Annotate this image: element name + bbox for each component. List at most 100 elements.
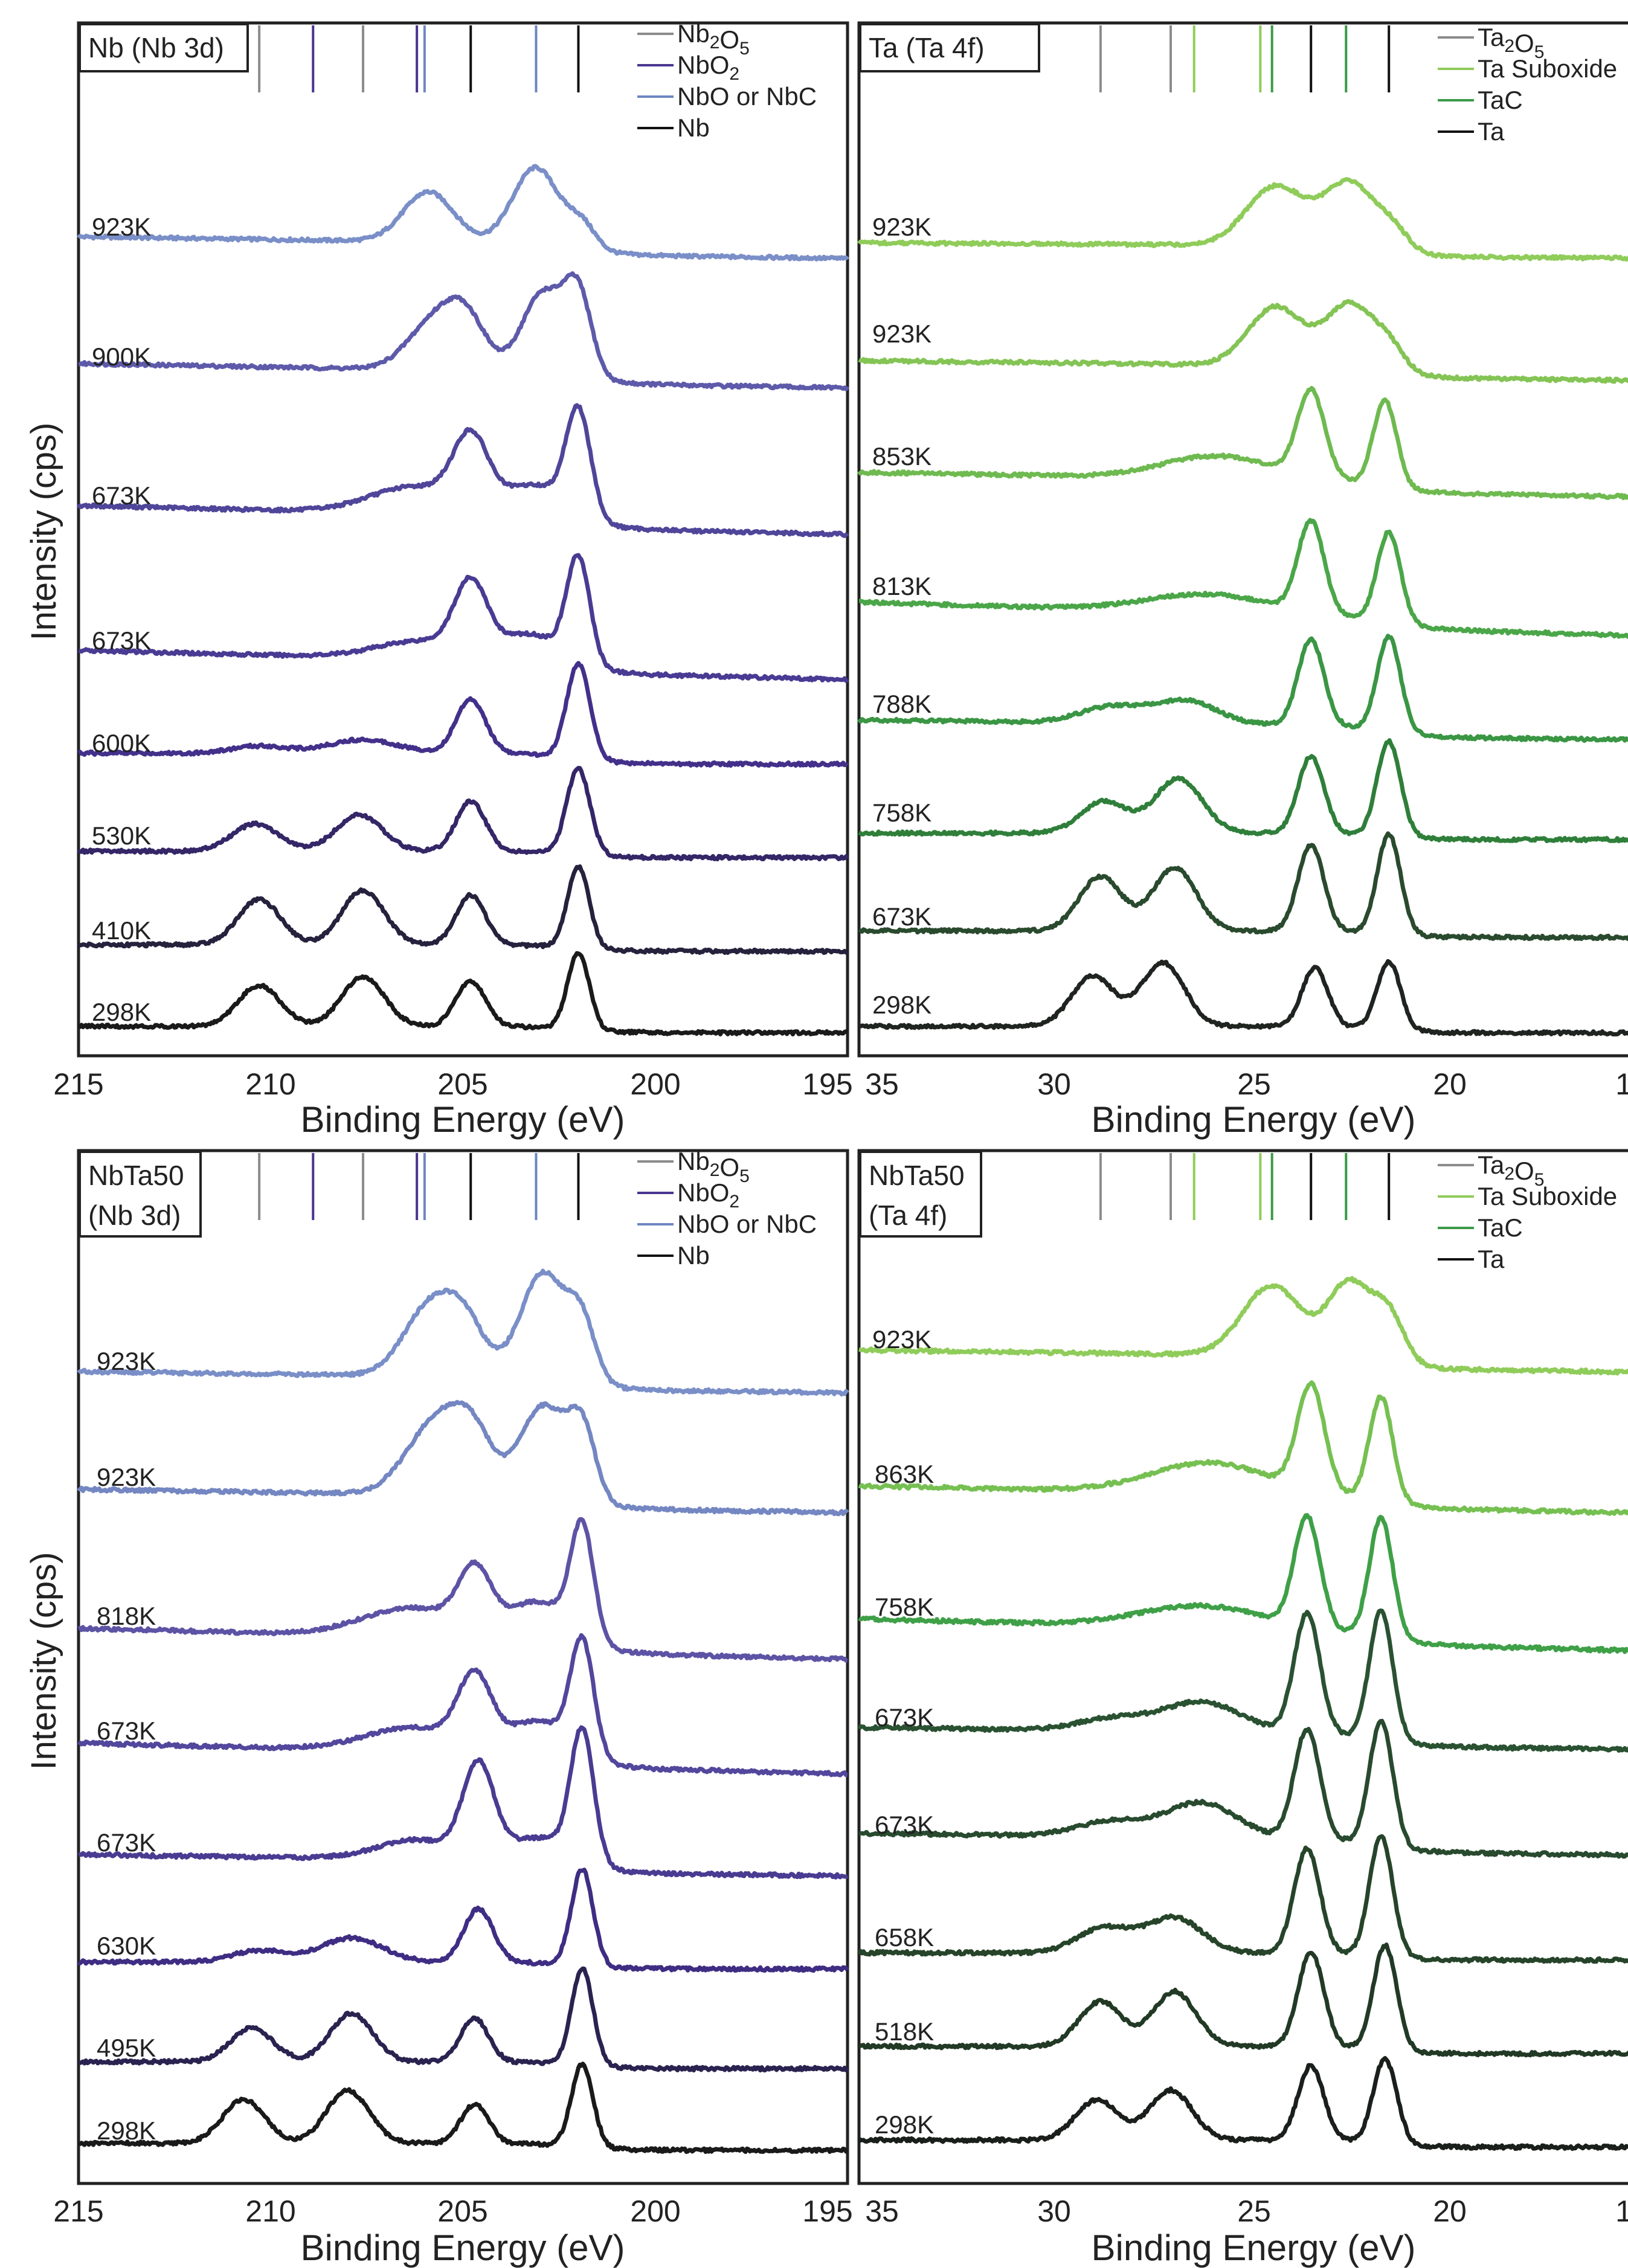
spectrum-line [857, 2056, 1628, 2151]
x-tick-label: 35 [865, 1067, 899, 1101]
temp-label: 298K [872, 991, 931, 1019]
temp-label: 518K [875, 2017, 934, 2046]
temp-label: 673K [97, 1828, 156, 1857]
temp-label: 853K [872, 442, 931, 471]
x-tick-label: 210 [245, 2194, 295, 2228]
x-axis: 35 30 25 20 1 Binding Energy (eV) [865, 2194, 1628, 2268]
spectrum-line [857, 1834, 1628, 1964]
temperature-labels: 923K 900K 673K 673K 600K 530K 410K 298K [92, 213, 151, 1026]
legend-entry: Nb [677, 114, 710, 142]
spectra [76, 164, 850, 1036]
temp-label: 673K [875, 1811, 934, 1839]
temp-label: 758K [875, 1593, 934, 1621]
spectra [857, 177, 1628, 1036]
x-tick-label: 30 [1037, 2194, 1071, 2228]
reference-lines [1099, 1153, 1391, 1220]
spectrum-line [858, 299, 1628, 384]
x-tick-label: 1 [1615, 2194, 1628, 2228]
spectrum-line [77, 864, 849, 955]
x-tick-label: 25 [1237, 2194, 1271, 2228]
panel-label: NbTa50 [88, 1160, 184, 1191]
legend-entry: NbO2 [677, 51, 739, 84]
x-tick-label: 205 [437, 1067, 487, 1101]
spectrum-line [857, 386, 1628, 501]
spectrum-line [858, 738, 1628, 844]
legend-entry: TaC [1478, 86, 1523, 114]
panel-ta-bottom: 923K 863K 758K 673K 673K 658K 518K 298K … [857, 1149, 1628, 2268]
temp-label: 923K [872, 1325, 931, 1354]
spectrum-line [858, 1276, 1628, 1376]
x-axis: 215 210 205 200 195 Binding Energy (eV) [53, 2194, 852, 2268]
spectrum-line [77, 1399, 849, 1517]
temp-label: 758K [872, 798, 931, 827]
x-tick-label: 35 [865, 2194, 899, 2228]
spectrum-line [77, 1725, 849, 1880]
x-axis-title: Binding Energy (eV) [301, 1099, 625, 1140]
legend-entry: NbO or NbC [677, 82, 817, 111]
x-tick-label: 25 [1237, 1067, 1271, 1101]
spectrum-line [77, 2061, 849, 2154]
plot-frame [857, 21, 1628, 1058]
plot-frame [77, 21, 849, 1058]
spectrum-line [858, 1513, 1628, 1654]
temp-label: 630K [97, 1932, 156, 1960]
x-tick-label: 1 [1615, 1067, 1628, 1101]
temp-label: 813K [872, 572, 931, 600]
spectrum-line [858, 1942, 1628, 2058]
legend-entry: Ta [1478, 1245, 1505, 1273]
legend-entry: Ta [1478, 117, 1505, 146]
spectra [857, 1276, 1628, 2151]
temperature-labels: 923K 923K 818K 673K 673K 630K 495K 298K [97, 1347, 156, 2145]
temp-label: 658K [875, 1923, 934, 1952]
x-tick-label: 205 [437, 2194, 487, 2228]
x-axis-title: Binding Energy (eV) [301, 2228, 625, 2268]
legend-entry: Nb [677, 1241, 710, 1270]
spectrum-line [858, 1718, 1628, 1859]
legend-entry: NbO2 [677, 1178, 739, 1212]
y-axis-label-top: Intensity (cps) [24, 423, 63, 641]
temperature-labels: 923K 923K 853K 813K 788K 758K 673K 298K [872, 213, 931, 1019]
panel-ta-top: 923K 923K 853K 813K 788K 758K 673K 298K … [857, 21, 1628, 1140]
temp-label: 923K [97, 1463, 156, 1491]
spectrum-line [858, 518, 1628, 639]
temp-label: 673K [92, 626, 151, 655]
spectrum-line [77, 766, 849, 862]
spectrum-line [858, 959, 1628, 1036]
spectrum-line [76, 403, 849, 538]
spectrum-line [858, 831, 1628, 941]
temp-label: 298K [97, 2116, 156, 2145]
spectrum-line [857, 1608, 1628, 1753]
spectrum-line [77, 553, 849, 683]
temp-label: 923K [92, 213, 151, 241]
panel-nb-top: 923K 900K 673K 673K 600K 530K 410K 298K … [53, 19, 852, 1140]
legend-entry: Ta Suboxide [1478, 1182, 1617, 1210]
panel-nb-bottom: 923K 923K 818K 673K 673K 630K 495K 298K … [53, 1147, 852, 2268]
x-axis-title: Binding Energy (eV) [1092, 1099, 1416, 1140]
spectrum-line [857, 634, 1628, 743]
y-axis-label-bottom: Intensity (cps) [24, 1552, 63, 1770]
temp-label: 923K [872, 213, 931, 241]
spectrum-line [77, 1966, 850, 2073]
spectrum-line [77, 271, 850, 391]
x-tick-label: 195 [802, 2194, 852, 2228]
temp-label: 863K [875, 1460, 934, 1488]
legend-entry: Ta2O5 [1478, 23, 1544, 62]
panel-label-box [79, 1151, 202, 1238]
temp-label: 673K [97, 1717, 156, 1745]
panel-label: (Nb 3d) [88, 1200, 181, 1231]
x-tick-label: 215 [53, 1067, 103, 1101]
panel-label-box [859, 1151, 982, 1238]
temperature-labels: 923K 863K 758K 673K 673K 658K 518K 298K [872, 1325, 934, 2139]
spectra [77, 1268, 850, 2154]
temp-label: 923K [872, 320, 931, 348]
x-tick-label: 200 [630, 1067, 680, 1101]
temp-label: 495K [97, 2034, 156, 2062]
spectrum-line [858, 1380, 1628, 1516]
temp-label: 673K [92, 481, 151, 510]
panel-label: (Ta 4f) [869, 1200, 947, 1231]
legend-entry: TaC [1478, 1213, 1523, 1242]
